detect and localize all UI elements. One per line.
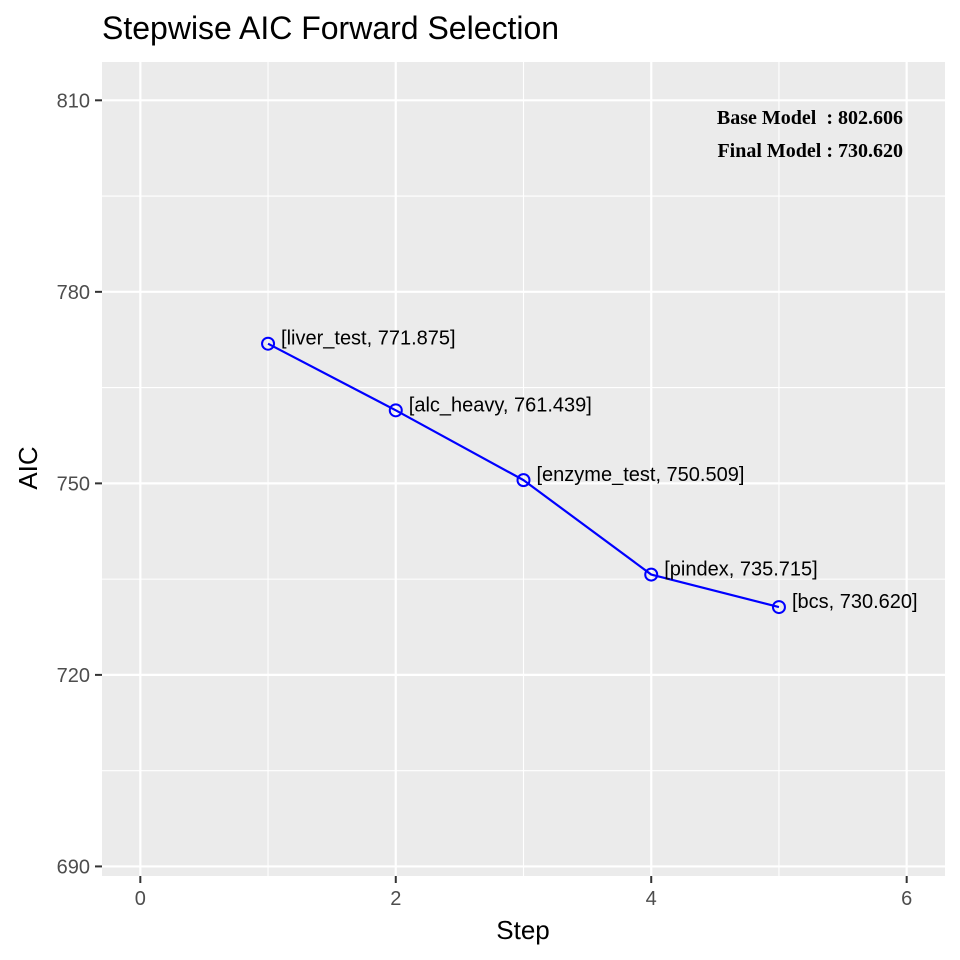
point-label: [enzyme_test, 750.509] — [537, 464, 745, 486]
point-label: [alc_heavy, 761.439] — [409, 394, 592, 416]
data-point — [261, 336, 276, 351]
point-label: [pindex, 735.715] — [664, 559, 817, 581]
axis-ticks: 0 2 4 6 690 720 750 780 810 — [57, 90, 913, 910]
data-point — [388, 403, 403, 418]
x-tick-label: 4 — [646, 888, 657, 910]
data-point — [644, 567, 659, 582]
major-gridlines — [102, 62, 945, 876]
y-tick-label: 810 — [57, 90, 90, 112]
point-label: [bcs, 730.620] — [792, 591, 918, 613]
minor-gridlines — [102, 62, 945, 876]
data-point — [516, 473, 531, 488]
x-axis-title: Step — [496, 915, 550, 945]
y-tick-label: 780 — [57, 282, 90, 304]
x-tick-label: 2 — [390, 888, 401, 910]
data-point — [771, 600, 786, 615]
y-tick-label: 720 — [57, 665, 90, 687]
series-layer: [liver_test, 771.875] [alc_heavy, 761.439… — [261, 328, 918, 615]
y-tick-label: 750 — [57, 473, 90, 495]
final-model-annotation: Final Model : 730.620 — [717, 140, 903, 162]
annotation-layer: Base Model : 802.606 Final Model : 730.6… — [717, 107, 903, 162]
base-model-annotation: Base Model : 802.606 — [717, 107, 903, 129]
x-tick-label: 0 — [135, 888, 146, 910]
y-tick-label: 690 — [57, 856, 90, 878]
chart-title: Stepwise AIC Forward Selection — [102, 10, 559, 46]
x-tick-label: 6 — [901, 888, 912, 910]
point-label: [liver_test, 771.875] — [281, 328, 456, 350]
series-line — [267, 342, 780, 609]
y-axis-title: AIC — [13, 446, 43, 489]
